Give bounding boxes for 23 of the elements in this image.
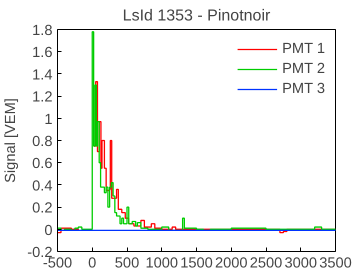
chart-title: LsId 1353 - Pinotnoir [122, 8, 271, 24]
y-tick-label: 0 [44, 222, 53, 239]
y-tick-label: 0.6 [32, 156, 52, 172]
y-tick-label: 1.2 [32, 90, 52, 106]
legend-label: PMT 1 [282, 41, 325, 57]
x-tick-label: 500 [114, 256, 140, 270]
x-tick-label: 1500 [180, 256, 213, 270]
y-axis-title: Signal [VEM] [3, 98, 20, 183]
x-tick-label: 2500 [250, 256, 282, 270]
legend-label: PMT 2 [282, 61, 325, 77]
y-tick-label: 1.6 [32, 45, 52, 62]
y-tick-label: 0.2 [32, 200, 52, 217]
y-tick-label: 0.4 [32, 178, 52, 194]
x-tick-label: 3500 [319, 256, 352, 270]
y-tick-label: 0.8 [32, 134, 52, 150]
x-tick-label: 2000 [214, 256, 248, 270]
x-tick-label: 3000 [284, 256, 318, 270]
legend-label: PMT 3 [282, 81, 325, 97]
x-tick-label: 0 [88, 256, 96, 270]
y-tick-label: 1.4 [32, 67, 52, 84]
x-tick-label: 1000 [145, 256, 178, 270]
y-tick-label: 1.8 [32, 23, 52, 39]
y-tick-label: 1 [44, 112, 53, 128]
